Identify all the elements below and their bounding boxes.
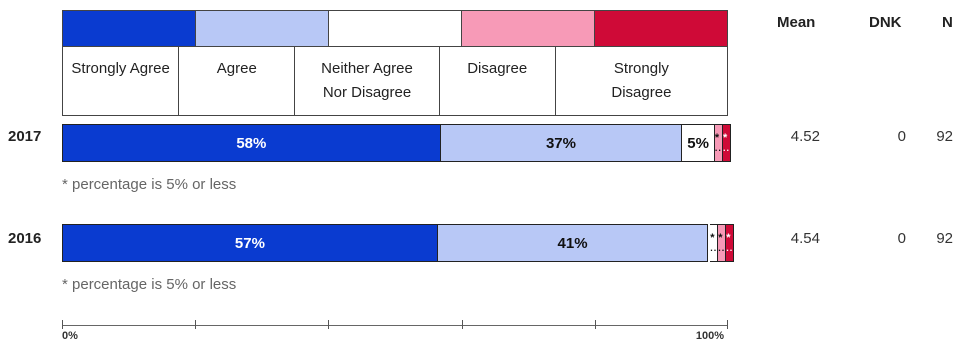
bar-segment-neither-2017: 5% <box>682 124 715 162</box>
bar-segment-strongly-disagree-2016: *.. <box>726 224 735 262</box>
axis-tick <box>461 320 463 329</box>
bar-segment-agree-2016: 41% <box>437 224 709 262</box>
bar-segment-strongly-disagree-2017: *.. <box>722 124 731 162</box>
dnk-2016: 0 <box>897 230 906 247</box>
stacked-bar-2017: 58% 37% 5% *.. *.. <box>62 124 731 162</box>
swatch-disagree <box>462 10 595 46</box>
bar-segment-label: *.. <box>714 132 722 153</box>
legend-label-neither: Neither Agree Nor Disagree <box>295 46 440 116</box>
legend-labels: Strongly Agree Agree Neither Agree Nor D… <box>62 46 729 116</box>
legend-label-disagree: Disagree <box>439 46 556 116</box>
bar-segment-label: 41% <box>557 234 588 252</box>
bar-segment-strongly-agree-2017: 58% <box>62 124 441 162</box>
bar-segment-strongly-agree-2016: 57% <box>62 224 438 262</box>
n-2017: 92 <box>936 128 953 145</box>
swatch-agree <box>196 10 329 46</box>
column-header-mean: Mean <box>777 14 816 31</box>
bar-segment-label: 57% <box>234 234 265 252</box>
x-axis: 0% 100% <box>62 320 728 346</box>
axis-tick <box>594 320 596 329</box>
bar-segment-disagree-2016: *.. <box>718 224 727 262</box>
axis-tick <box>62 320 63 329</box>
stacked-bar-2016: 57% 41% *.. *.. *.. <box>62 224 735 262</box>
x-axis-line <box>62 325 728 326</box>
bar-segment-label: 58% <box>236 134 267 152</box>
footnote-2017: * percentage is 5% or less <box>62 176 237 193</box>
bar-segment-label: *.. <box>710 232 718 253</box>
legend: Strongly Agree Agree Neither Agree Nor D… <box>62 10 729 116</box>
axis-label-0: 0% <box>62 330 78 342</box>
footnote-2016: * percentage is 5% or less <box>62 276 237 293</box>
bar-segment-agree-2017: 37% <box>440 124 683 162</box>
bar-segment-label: 37% <box>545 134 576 152</box>
bar-segment-label: *.. <box>718 232 726 253</box>
n-2016: 92 <box>936 230 953 247</box>
column-header-dnk: DNK <box>869 14 902 31</box>
legend-label-strongly-agree: Strongly Agree <box>62 46 180 116</box>
legend-label-strongly-disagree: Strongly Disagree <box>555 46 729 116</box>
year-label-2016: 2016 <box>8 230 42 247</box>
dnk-2017: 0 <box>897 128 906 145</box>
year-label-2017: 2017 <box>8 128 42 145</box>
mean-2017: 4.52 <box>790 128 820 145</box>
swatch-strongly-agree <box>62 10 196 46</box>
bar-segment-label: *.. <box>722 132 730 153</box>
axis-tick <box>328 320 330 329</box>
mean-2016: 4.54 <box>790 230 820 247</box>
legend-swatches <box>62 10 728 46</box>
bar-segment-neither-2016: *.. <box>710 224 719 262</box>
bar-segment-disagree-2017: *.. <box>714 124 723 162</box>
column-header-n: N <box>942 14 953 31</box>
bar-segment-label: *.. <box>726 232 734 253</box>
swatch-strongly-disagree <box>595 10 728 46</box>
legend-label-agree: Agree <box>179 46 296 116</box>
axis-tick <box>727 320 728 329</box>
axis-label-100: 100% <box>695 330 724 342</box>
swatch-neither <box>329 10 462 46</box>
bar-segment-label: 5% <box>687 134 709 152</box>
axis-tick <box>195 320 197 329</box>
